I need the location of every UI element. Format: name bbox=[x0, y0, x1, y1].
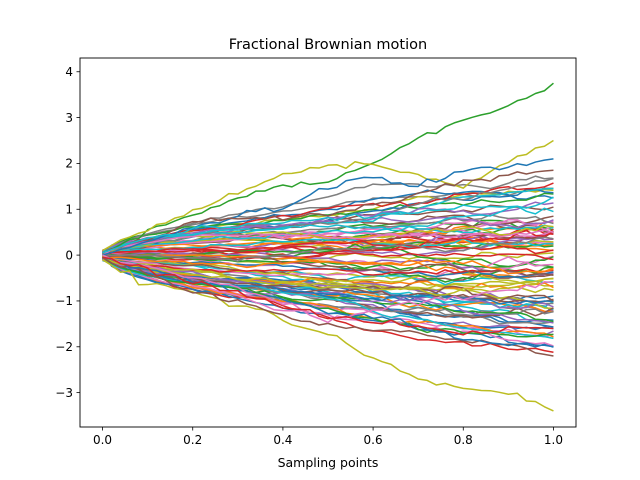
x-tick-label: 0.4 bbox=[273, 433, 292, 447]
y-tick-label: −2 bbox=[55, 340, 73, 354]
series-line bbox=[102, 254, 554, 324]
series-line bbox=[102, 169, 554, 254]
series-line bbox=[102, 256, 554, 336]
series-line bbox=[102, 196, 554, 254]
y-axis: −3 −2 −1 0 1 2 3 4 bbox=[55, 65, 80, 400]
x-tick-label: 0.2 bbox=[183, 433, 202, 447]
y-tick-label: 0 bbox=[65, 248, 73, 262]
series-line bbox=[102, 224, 554, 253]
series-line bbox=[102, 255, 554, 290]
series-line bbox=[102, 229, 554, 258]
series-line bbox=[102, 177, 554, 257]
x-axis-label: Sampling points bbox=[278, 455, 379, 470]
paths-layer bbox=[101, 82, 554, 412]
series-line bbox=[102, 204, 554, 254]
series-line bbox=[102, 229, 554, 256]
x-tick-label: 0.6 bbox=[364, 433, 383, 447]
series-line bbox=[102, 245, 554, 255]
x-tick-label: 1.0 bbox=[544, 433, 563, 447]
series-line bbox=[102, 158, 554, 256]
series-line bbox=[102, 259, 554, 412]
chart-title: Fractional Brownian motion bbox=[229, 37, 427, 53]
series-line bbox=[101, 192, 554, 260]
series-line bbox=[102, 236, 554, 262]
series-line bbox=[102, 251, 554, 278]
y-tick-label: −3 bbox=[55, 386, 73, 400]
series-line bbox=[102, 249, 554, 261]
y-tick-label: 4 bbox=[65, 65, 73, 79]
y-tick-label: 1 bbox=[65, 203, 73, 217]
series-line bbox=[102, 230, 554, 255]
x-axis: 0.0 0.2 0.4 0.6 0.8 1.0 bbox=[93, 427, 563, 447]
series-line bbox=[102, 139, 554, 252]
y-tick-label: −1 bbox=[55, 294, 73, 308]
x-tick-label: 0.8 bbox=[454, 433, 473, 447]
series-line bbox=[101, 252, 554, 305]
series-line bbox=[102, 238, 554, 257]
series-line bbox=[102, 220, 554, 256]
y-tick-label: 3 bbox=[65, 111, 73, 125]
axes-frame bbox=[79, 57, 577, 428]
x-tick-label: 0.0 bbox=[93, 433, 112, 447]
series-line bbox=[102, 254, 554, 296]
series-line bbox=[102, 256, 554, 338]
series-line bbox=[102, 82, 554, 254]
y-tick-label: 2 bbox=[65, 157, 73, 171]
series-line bbox=[102, 256, 554, 275]
